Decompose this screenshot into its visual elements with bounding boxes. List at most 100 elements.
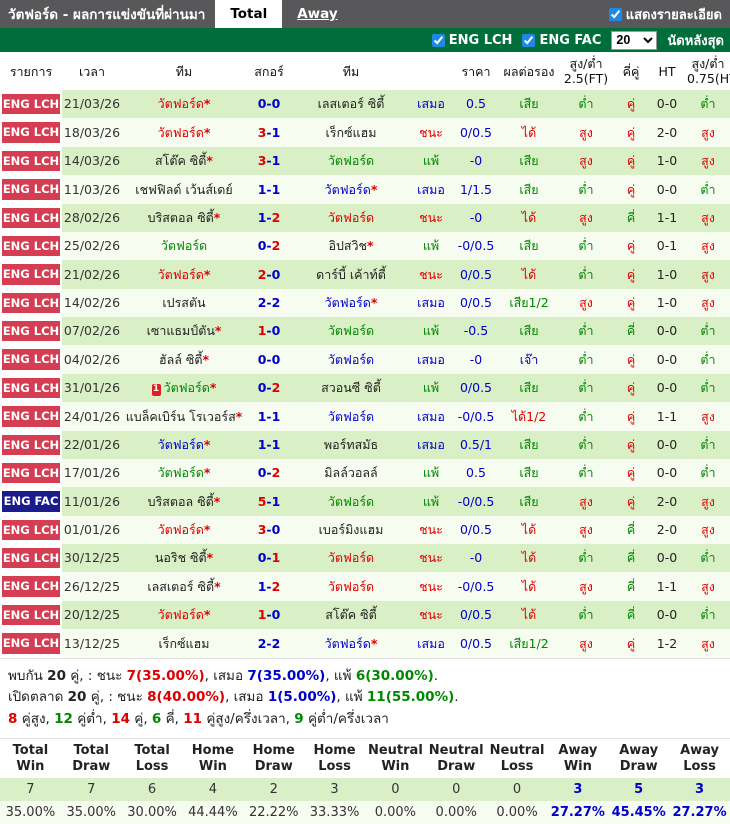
team-name[interactable]: วัตฟอร์ด: [157, 465, 204, 481]
team-name[interactable]: ฮัลล์ ซิตี้: [158, 351, 203, 367]
column-header: [410, 52, 452, 90]
score-cell: 1-1: [246, 175, 292, 204]
match-date: 21/02/26: [62, 260, 122, 289]
stat-header: Home Loss: [304, 738, 365, 779]
team-name[interactable]: นอริช ซิตี้: [154, 550, 207, 566]
team-name[interactable]: วัตฟอร์ด: [324, 295, 371, 310]
over-under-ft: ต่ำ: [558, 90, 614, 119]
handicap-ratio: 0/0.5: [452, 260, 500, 289]
show-detail-toggle[interactable]: แสดงรายละเอียด: [608, 0, 730, 28]
team-name[interactable]: วัตฟอร์ด: [324, 181, 371, 197]
result-label: แพ้: [410, 146, 452, 176]
over-under-ht: สูง: [686, 146, 730, 176]
score-cell: 3-1: [246, 146, 292, 176]
match-row: ENG LCH 25/02/26 วัตฟอร์ด 0-2 อิปสวิช* แ…: [0, 231, 730, 261]
match-date: 11/03/26: [62, 175, 122, 204]
team-name[interactable]: วัตฟอร์ด: [327, 493, 375, 509]
odd-even: คู่: [614, 175, 648, 204]
team-name[interactable]: วัตฟอร์ด: [324, 635, 371, 651]
result-label: เสมอ: [410, 430, 452, 459]
summary-segment: 9: [294, 710, 304, 727]
home-team-cell: วัตฟอร์ด*: [122, 90, 246, 119]
odd-even: คู่: [614, 629, 648, 658]
team-name[interactable]: วัตฟอร์ด: [327, 408, 375, 424]
favorite-star: *: [206, 153, 213, 169]
handicap-ratio: -0/0.5: [452, 487, 500, 516]
team-name[interactable]: วัตฟอร์ด: [327, 209, 375, 225]
match-row: ENG LCH 13/12/25 เร็กซ์แฮม 2-2 วัตฟอร์ด*…: [0, 629, 730, 658]
result-label: ชนะ: [410, 544, 452, 573]
summary-segment: คู่ต่ำ,: [72, 710, 112, 727]
team-name[interactable]: แบล็คเบิร์น โรเวอร์ส: [125, 408, 236, 424]
stat-header: Total Draw: [60, 738, 122, 779]
team-name[interactable]: วัตฟอร์ด: [327, 351, 375, 367]
summary-segment: 8: [8, 710, 18, 727]
over-under-ft: ต่ำ: [558, 317, 614, 346]
league-filter-eng-lch[interactable]: ENG LCH: [431, 33, 512, 48]
odd-even: คู่: [614, 288, 648, 317]
result-label: แพ้: [410, 373, 452, 403]
over-under-ft: ต่ำ: [558, 345, 614, 374]
team-name[interactable]: เซาแธมป์ตัน: [146, 323, 215, 339]
team-name[interactable]: วัตฟอร์ด: [157, 124, 204, 140]
eng-lch-checkbox[interactable]: [431, 33, 445, 47]
score-cell: 1-0: [246, 600, 292, 630]
match-date: 01/01/26: [62, 515, 122, 544]
team-name[interactable]: เชฟฟิลด์ เว้นส์เดย์: [135, 181, 233, 197]
team-name[interactable]: วัตฟอร์ด: [327, 578, 375, 594]
team-name[interactable]: วัตฟอร์ด: [157, 266, 204, 282]
team-name[interactable]: วัตฟอร์ด: [157, 436, 204, 452]
result-label: แพ้: [410, 317, 452, 346]
team-name[interactable]: อิปสวิช: [328, 238, 368, 254]
match-row: ENG LCH 07/02/26 เซาแธมป์ตัน* 1-0 วัตฟอร…: [0, 317, 730, 346]
stat-count: 2: [243, 778, 305, 802]
team-name[interactable]: เร็กซ์แฮม: [158, 635, 210, 651]
stat-count: 3: [304, 778, 365, 802]
odd-even: คู่: [614, 402, 648, 431]
eng-fac-checkbox[interactable]: [522, 33, 536, 47]
league-badge: ENG LCH: [2, 406, 60, 427]
team-name[interactable]: เบอร์มิงแฮม: [318, 522, 384, 537]
match-row: ENG LCH 24/01/26 แบล็คเบิร์น โรเวอร์ส* 1…: [0, 402, 730, 431]
team-name[interactable]: วัตฟอร์ด: [327, 550, 375, 566]
team-name[interactable]: วัตฟอร์ด: [327, 323, 375, 339]
stats-table: Total Win Total Draw Total Loss Home Win Hom…: [0, 738, 730, 824]
tab-away[interactable]: Away: [297, 6, 338, 22]
team-name[interactable]: สโต๊ค ซิตี้: [325, 607, 377, 623]
team-name[interactable]: วัตฟอร์ด: [157, 96, 204, 112]
away-team-cell: วัตฟอร์ด: [292, 345, 410, 374]
summary-segment: 11(55.00%): [366, 689, 455, 706]
league-badge: ENG FAC: [2, 491, 60, 512]
team-name[interactable]: บริสตอล ซิตี้: [147, 493, 214, 509]
team-name[interactable]: สวอนซี ซิตี้: [321, 380, 381, 396]
result-label: แพ้: [410, 458, 452, 488]
tab-total[interactable]: Total: [215, 0, 283, 28]
league-filter-eng-fac[interactable]: ENG FAC: [522, 33, 601, 48]
odd-even: คู่: [614, 260, 648, 289]
team-name[interactable]: พอร์ทสมัธ: [323, 436, 379, 452]
ht-score: 0-0: [648, 317, 686, 346]
favorite-star: *: [203, 607, 211, 623]
team-name[interactable]: วัตฟอร์ด: [157, 607, 204, 623]
match-count-select[interactable]: 20: [611, 30, 658, 50]
team-name[interactable]: วัตฟอร์ด: [157, 522, 204, 537]
match-date: 31/01/26: [62, 373, 122, 403]
team-name[interactable]: มิลล์วอลล์: [324, 465, 378, 481]
team-name[interactable]: เร็กซ์แฮม: [325, 124, 377, 140]
stat-count: 0: [364, 778, 426, 802]
show-detail-checkbox[interactable]: [608, 7, 622, 21]
summary-segment: 6(30.00%): [355, 667, 434, 684]
team-name[interactable]: เลสเตอร์ ซิตี้: [147, 578, 215, 594]
team-name[interactable]: วัตฟอร์ด: [327, 153, 375, 169]
team-name[interactable]: สโต๊ค ซิตี้: [155, 153, 207, 169]
league-badge: ENG LCH: [2, 434, 60, 455]
team-name[interactable]: บริสตอล ซิตี้: [147, 209, 214, 225]
team-name[interactable]: วัตฟอร์ด: [163, 379, 210, 395]
ht-score: 0-0: [648, 90, 686, 119]
team-name[interactable]: เปรสตัน: [162, 295, 206, 310]
match-row: ENG LCH 28/02/26 บริสตอล ซิตี้* 1-2 วัตฟ…: [0, 203, 730, 232]
handicap-ratio: 0/0.5: [452, 600, 500, 630]
team-name[interactable]: ดาร์บี้ เค้าท์ตี้: [316, 266, 386, 282]
team-name[interactable]: เลสเตอร์ ซิตี้: [317, 96, 385, 112]
team-name[interactable]: วัตฟอร์ด: [160, 238, 208, 254]
